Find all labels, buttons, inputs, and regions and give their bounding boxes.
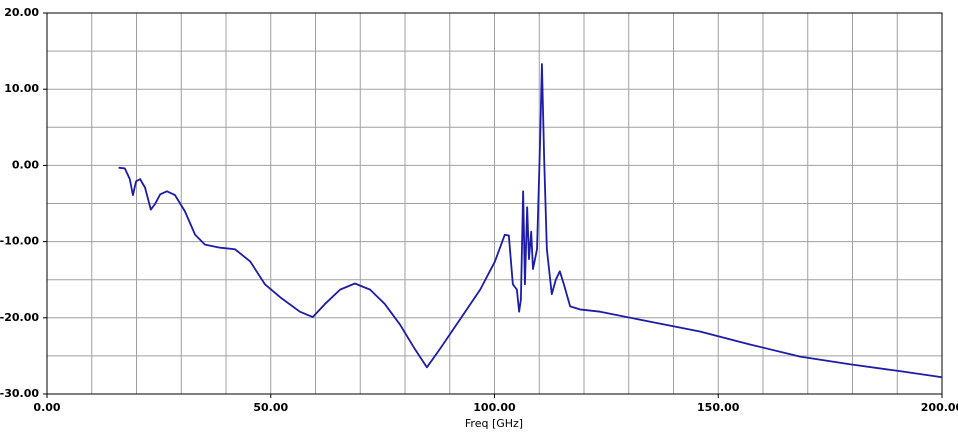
y-tick-label: -20.00 [0, 311, 39, 324]
y-tick-label: -30.00 [0, 387, 39, 400]
x-tick-label: 100.00 [473, 401, 516, 414]
y-tick-label: -10.00 [0, 235, 39, 248]
x-tick-label: 150.00 [697, 401, 740, 414]
x-tick-label: 0.00 [33, 401, 60, 414]
x-axis-label: Freq [GHz] [465, 417, 523, 430]
plot-frame [46, 12, 943, 395]
y-tick-label: 10.00 [4, 82, 39, 95]
x-tick-label: 50.00 [253, 401, 288, 414]
y-tick-label: 20.00 [4, 6, 39, 19]
x-tick-label: 200.00 [921, 401, 958, 414]
data-line [118, 63, 943, 379]
y-tick-label: 0.00 [12, 158, 39, 171]
